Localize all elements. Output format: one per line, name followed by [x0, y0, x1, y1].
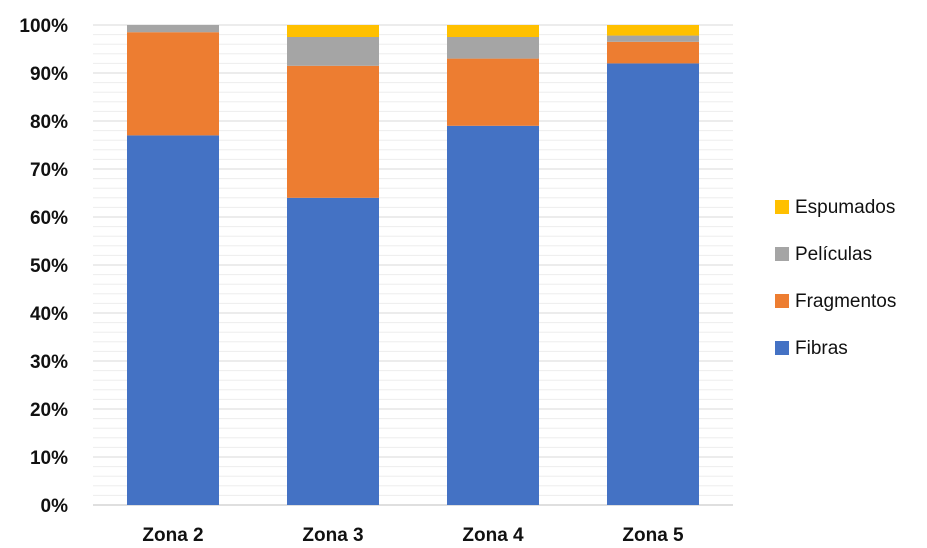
bar-segment-películas: [287, 37, 379, 66]
bar-segment-espumados: [287, 25, 379, 37]
legend-label: Espumados: [795, 197, 895, 218]
legend-label: Películas: [795, 244, 872, 265]
bar-segment-espumados: [607, 25, 699, 36]
legend-swatch: [775, 200, 789, 214]
legend-swatch: [775, 294, 789, 308]
x-tick-label: Zona 3: [302, 525, 363, 546]
y-tick-label: 40%: [30, 304, 68, 325]
y-tick-label: 100%: [19, 16, 68, 37]
bar-segment-fragmentos: [127, 32, 219, 136]
bar-segment-fragmentos: [447, 58, 539, 126]
y-tick-label: 60%: [30, 208, 68, 229]
bar-segment-fibras: [607, 63, 699, 506]
y-tick-label: 30%: [30, 352, 68, 373]
bar-segment-películas: [127, 25, 219, 33]
legend: Espumados Películas Fragmentos Fibras: [775, 197, 896, 359]
bars: [127, 25, 699, 506]
y-tick-label: 90%: [30, 64, 68, 85]
x-tick-label: Zona 4: [462, 525, 524, 546]
x-tick-label: Zona 2: [142, 525, 203, 546]
x-axis: Zona 2 Zona 3 Zona 4 Zona 5: [142, 525, 684, 546]
legend-label: Fibras: [795, 338, 848, 359]
bar-segment-fibras: [287, 197, 379, 506]
y-tick-label: 20%: [30, 400, 68, 421]
y-tick-label: 10%: [30, 448, 68, 469]
legend-swatch: [775, 247, 789, 261]
bar-segment-fibras: [447, 125, 539, 506]
x-tick-label: Zona 5: [622, 525, 684, 546]
y-tick-label: 50%: [30, 256, 68, 277]
y-tick-label: 0%: [41, 496, 69, 517]
bar-segment-películas: [607, 35, 699, 42]
legend-swatch: [775, 341, 789, 355]
bar-segment-películas: [447, 37, 539, 59]
bar-segment-fibras: [127, 135, 219, 505]
y-tick-label: 80%: [30, 112, 68, 133]
y-axis: 0% 10% 20% 30% 40% 50% 60% 70% 80% 90% 100%: [19, 16, 68, 517]
bar-segment-espumados: [447, 25, 539, 37]
bar-segment-fragmentos: [607, 41, 699, 64]
y-tick-label: 70%: [30, 160, 68, 181]
legend-label: Fragmentos: [795, 291, 896, 312]
bar-segment-fragmentos: [287, 65, 379, 198]
